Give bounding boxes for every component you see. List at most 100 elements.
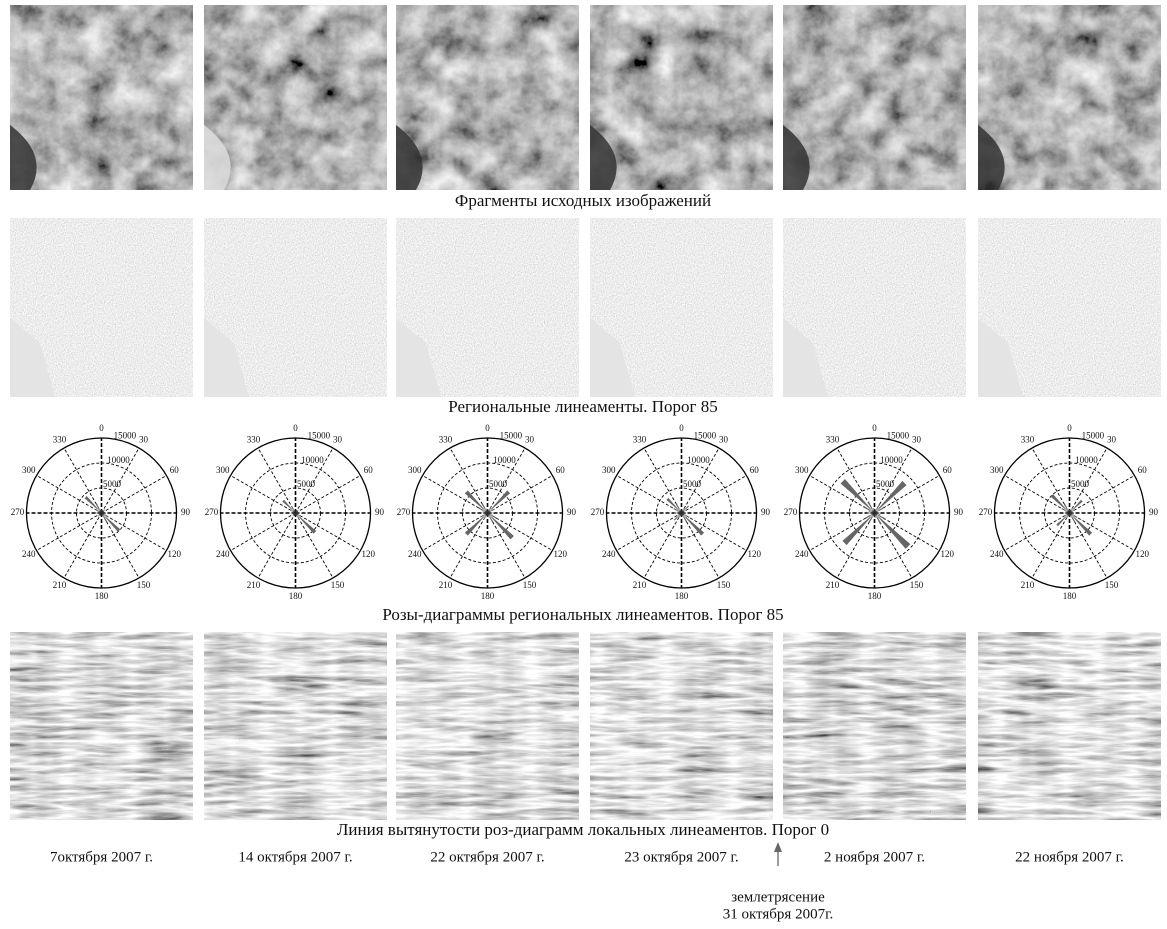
angle-label: 270 bbox=[11, 507, 25, 517]
angle-label: 90 bbox=[181, 507, 191, 517]
rose-petal bbox=[870, 513, 875, 515]
angle-label: 150 bbox=[523, 580, 537, 590]
rose-petal bbox=[482, 511, 488, 513]
rose-petal bbox=[874, 513, 882, 525]
rose-petal bbox=[487, 490, 511, 513]
radial-tick-label: 5000 bbox=[683, 479, 702, 489]
rose-petal bbox=[1068, 513, 1070, 516]
rose-petal bbox=[292, 513, 296, 517]
rose-petal bbox=[677, 511, 682, 513]
date-label: 14 октября 2007 г. bbox=[238, 849, 352, 865]
rose-petal bbox=[1065, 511, 1070, 513]
angle-label: 120 bbox=[361, 549, 375, 559]
angle-label: 60 bbox=[750, 465, 760, 475]
angle-ray bbox=[63, 512, 102, 579]
local-lineament-image bbox=[783, 632, 966, 820]
angle-label: 90 bbox=[761, 507, 771, 517]
rose-petal bbox=[101, 509, 106, 513]
rose-petal bbox=[294, 513, 296, 516]
sea-area bbox=[10, 318, 55, 397]
rose-petal bbox=[1069, 510, 1071, 513]
angle-ray bbox=[295, 447, 334, 514]
sea-area bbox=[783, 318, 828, 397]
satellite-image bbox=[396, 5, 579, 190]
angle-ray bbox=[101, 512, 140, 579]
rose-diagram: 5000 10000 15000 0 30 60 90 120 150 180 210 240 270 3… bbox=[979, 423, 1159, 601]
angle-label: 240 bbox=[22, 549, 36, 559]
angle-label: 30 bbox=[912, 434, 922, 444]
angle-label: 30 bbox=[1107, 434, 1117, 444]
rose-petal bbox=[101, 513, 106, 515]
rose-petal bbox=[282, 499, 296, 513]
rose-petal bbox=[874, 511, 879, 513]
date-label: 22 ноября 2007 г. bbox=[1015, 849, 1124, 865]
radial-tick-label: 5000 bbox=[103, 479, 122, 489]
rose-petal bbox=[680, 509, 682, 513]
angle-ray bbox=[101, 475, 167, 514]
rose-petal bbox=[487, 506, 492, 513]
angle-label: 0 bbox=[872, 423, 877, 433]
angle-label: 120 bbox=[747, 549, 761, 559]
rose-petal bbox=[840, 479, 875, 513]
radial-tick-label: 10000 bbox=[1075, 455, 1098, 465]
rose-petal bbox=[1069, 509, 1075, 513]
rose-petal bbox=[1063, 504, 1070, 513]
rose-petal bbox=[295, 513, 297, 517]
rose-petal bbox=[487, 513, 488, 517]
angle-ray bbox=[643, 447, 682, 514]
rose-petal bbox=[1064, 513, 1070, 517]
rose-diagram: 5000 10000 15000 0 30 60 90 120 150 180 210 240 270 3… bbox=[784, 423, 964, 601]
rose-diagram: 5000 10000 15000 0 30 60 90 120 150 180 210 240 270 3… bbox=[591, 423, 771, 601]
angle-label: 330 bbox=[1021, 434, 1035, 444]
rose-petal bbox=[295, 510, 297, 513]
rose-petal bbox=[673, 513, 682, 521]
angle-ray bbox=[230, 512, 296, 551]
rose-petal bbox=[867, 501, 875, 513]
rose-petal bbox=[99, 513, 102, 517]
angle-label: 30 bbox=[525, 434, 535, 444]
row-caption: Розы-диаграммы региональных линеаментов.… bbox=[382, 605, 783, 624]
rose-petal bbox=[842, 513, 875, 546]
date-label: 7октября 2007 г. bbox=[50, 849, 153, 865]
angle-ray bbox=[1004, 512, 1070, 551]
rose-petal bbox=[873, 513, 875, 517]
angle-label: 180 bbox=[675, 591, 689, 601]
angle-label: 60 bbox=[170, 465, 180, 475]
angle-label: 270 bbox=[397, 507, 411, 517]
angle-label: 300 bbox=[602, 465, 616, 475]
angle-label: 270 bbox=[784, 507, 798, 517]
rose-petal bbox=[1069, 513, 1076, 522]
rose-petal bbox=[486, 508, 488, 513]
rose-petal bbox=[97, 513, 102, 517]
angle-label: 90 bbox=[954, 507, 964, 517]
rose-petal bbox=[874, 513, 875, 518]
angle-label: 30 bbox=[333, 434, 343, 444]
angle-label: 120 bbox=[1135, 549, 1149, 559]
rose-petal bbox=[100, 513, 102, 516]
angle-ray bbox=[449, 512, 488, 579]
rose-petal bbox=[293, 513, 296, 514]
rose-petal bbox=[486, 513, 488, 517]
angle-ray bbox=[101, 447, 140, 514]
rose-petal bbox=[487, 512, 493, 514]
angle-label: 0 bbox=[99, 423, 104, 433]
angle-label: 60 bbox=[364, 465, 374, 475]
rose-petal bbox=[101, 512, 106, 514]
rose-petal bbox=[872, 508, 875, 513]
local-lineament-image bbox=[396, 632, 579, 820]
rose-petal bbox=[680, 513, 682, 516]
rose-petal bbox=[673, 507, 682, 513]
image-panels bbox=[10, 5, 1161, 820]
sea-area bbox=[10, 125, 37, 190]
rose-petal bbox=[484, 513, 488, 515]
row-caption: Региональные линеаменты. Порог 85 bbox=[448, 397, 717, 416]
rose-petal bbox=[464, 513, 488, 536]
rose-petal bbox=[483, 513, 488, 520]
rose-petal bbox=[295, 513, 317, 534]
rose-petal bbox=[865, 513, 875, 519]
rose-petal bbox=[294, 513, 296, 515]
angle-label: 330 bbox=[439, 434, 453, 444]
rose-petal bbox=[677, 513, 682, 516]
rose-petal bbox=[675, 504, 682, 513]
angle-label: 60 bbox=[943, 465, 953, 475]
